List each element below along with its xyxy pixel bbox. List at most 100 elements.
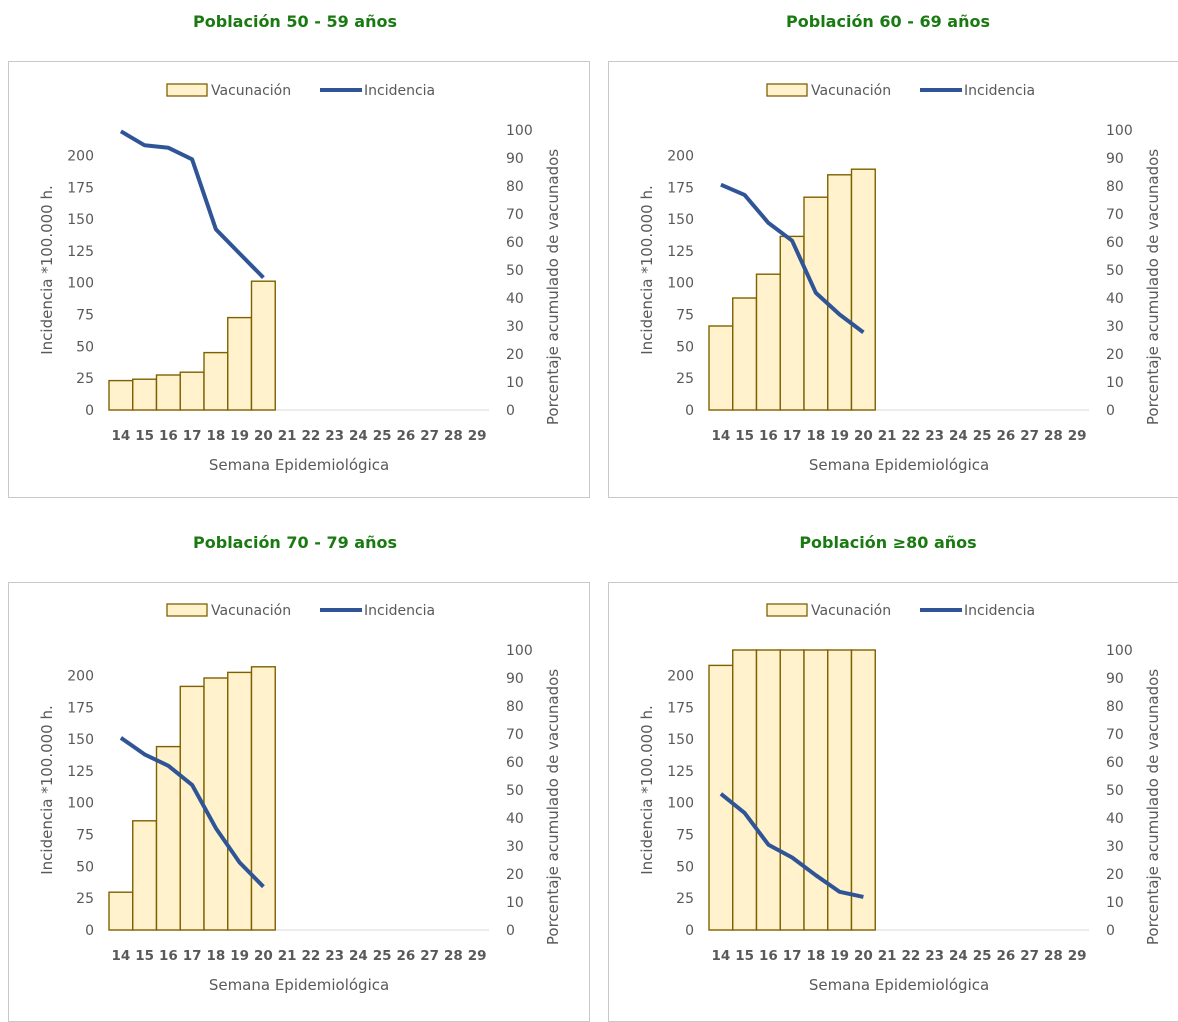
- x-tick-label: 26: [996, 948, 1015, 964]
- legend-line-label: Incidencia: [964, 603, 1035, 619]
- chart-panel-50-59: Población 50 - 59 años Vacunación Inciden…: [0, 0, 590, 500]
- y-tick-label: 100: [667, 796, 694, 812]
- line-incidencia: [119, 129, 265, 280]
- y-tick-label: 200: [667, 148, 694, 164]
- y2-tick-label: 100: [506, 123, 533, 139]
- x-tick-label: 26: [996, 428, 1015, 444]
- chart-svg: Vacunación Incidencia02550751001251501752…: [38, 603, 562, 994]
- x-tick-label: 19: [230, 948, 249, 964]
- y-tick-label: 0: [85, 923, 94, 939]
- y-tick-label: 125: [67, 764, 94, 780]
- x-tick-label: 17: [783, 428, 802, 444]
- bar-vacunacion: [732, 297, 758, 411]
- x-tick-label: 18: [206, 428, 225, 444]
- y-tick-label: 50: [76, 859, 94, 875]
- x-tick-label: 24: [349, 428, 368, 444]
- x-tick-label: 29: [1068, 428, 1087, 444]
- x-tick-label: 28: [1044, 428, 1063, 444]
- y2-tick-label: 10: [506, 375, 524, 391]
- x-tick-label: 20: [854, 948, 873, 964]
- y2-tick-label: 30: [1106, 839, 1124, 855]
- bar-vacunacion: [132, 820, 158, 931]
- y-axis-title: Incidencia *100.000 h.: [638, 185, 656, 355]
- y2-axis-title: Porcentaje acumulado de vacunados: [1144, 669, 1162, 945]
- y-tick-label: 175: [67, 700, 94, 716]
- y-tick-label: 0: [685, 923, 694, 939]
- line-incidencia: [119, 736, 265, 889]
- legend-bar-label: Vacunación: [811, 603, 891, 619]
- chart-frame: [8, 61, 590, 498]
- y2-tick-label: 0: [506, 923, 515, 939]
- y-tick-label: 75: [76, 308, 94, 324]
- x-tick-label: 21: [878, 948, 897, 964]
- x-tick-label: 15: [135, 428, 154, 444]
- bar-vacunacion: [250, 666, 276, 931]
- y2-tick-label: 60: [1106, 755, 1124, 771]
- legend-line-label: Incidencia: [964, 83, 1035, 99]
- y2-tick-label: 20: [506, 347, 524, 363]
- y-tick-label: 25: [76, 891, 94, 907]
- y2-tick-label: 100: [1106, 643, 1133, 659]
- chart-title: Población 70 - 79 años: [193, 533, 397, 552]
- x-tick-label: 25: [973, 428, 992, 444]
- bar-vacunacion: [203, 351, 229, 411]
- x-tick-label: 21: [278, 428, 297, 444]
- y2-tick-label: 80: [1106, 699, 1124, 715]
- x-tick-label: 18: [806, 948, 825, 964]
- x-tick-label: 26: [396, 948, 415, 964]
- x-tick-label: 19: [230, 428, 249, 444]
- x-tick-label: 22: [301, 428, 320, 444]
- x-tick-label: 27: [1020, 428, 1039, 444]
- bar-vacunacion: [132, 378, 158, 411]
- y-tick-label: 200: [667, 668, 694, 684]
- y-tick-label: 175: [667, 180, 694, 196]
- x-tick-label: 16: [159, 428, 178, 444]
- x-tick-label: 23: [925, 428, 944, 444]
- y2-tick-label: 80: [506, 699, 524, 715]
- y2-tick-label: 0: [1106, 923, 1115, 939]
- y2-tick-label: 10: [506, 895, 524, 911]
- y2-tick-label: 60: [1106, 235, 1124, 251]
- y-tick-label: 100: [67, 796, 94, 812]
- x-tick-label: 19: [830, 948, 849, 964]
- x-axis-title: Semana Epidemiológica: [809, 456, 989, 474]
- y-axis-title: Incidencia *100.000 h.: [38, 185, 56, 355]
- chart-svg: Vacunación Incidencia02550751001251501752…: [638, 83, 1162, 474]
- x-tick-label: 17: [183, 428, 202, 444]
- bar-vacunacion: [108, 891, 134, 931]
- x-tick-label: 16: [759, 428, 778, 444]
- bar-vacunacion: [250, 280, 276, 411]
- x-tick-label: 17: [183, 948, 202, 964]
- y2-tick-label: 20: [1106, 867, 1124, 883]
- chart-frame: [608, 61, 1178, 498]
- bar-vacunacion: [803, 196, 829, 411]
- y2-tick-label: 40: [1106, 291, 1124, 307]
- y-tick-label: 150: [67, 212, 94, 228]
- y2-tick-label: 50: [506, 263, 524, 279]
- x-tick-label: 15: [135, 948, 154, 964]
- y2-tick-label: 70: [1106, 207, 1124, 223]
- bar-vacunacion: [179, 685, 205, 931]
- x-tick-label: 29: [1068, 948, 1087, 964]
- line-incidencia: [720, 182, 865, 334]
- x-tick-label: 19: [830, 428, 849, 444]
- chart-panel-60-69: Población 60 - 69 años Vacunación Inciden…: [598, 0, 1178, 500]
- legend-bar-label: Vacunación: [811, 83, 891, 99]
- x-tick-label: 22: [301, 948, 320, 964]
- x-tick-label: 20: [254, 948, 273, 964]
- y-tick-label: 150: [667, 732, 694, 748]
- bar-vacunacion: [708, 664, 734, 931]
- y-axis-title: Incidencia *100.000 h.: [638, 705, 656, 875]
- y2-tick-label: 30: [506, 319, 524, 335]
- x-tick-label: 20: [254, 428, 273, 444]
- bar-vacunacion: [732, 649, 758, 931]
- y2-tick-label: 50: [1106, 263, 1124, 279]
- y2-tick-label: 100: [1106, 123, 1133, 139]
- x-tick-label: 21: [278, 948, 297, 964]
- y-tick-label: 100: [67, 276, 94, 292]
- x-tick-label: 23: [325, 948, 344, 964]
- bar-vacunacion: [850, 649, 876, 931]
- y2-tick-label: 80: [506, 179, 524, 195]
- x-tick-label: 20: [854, 428, 873, 444]
- y-tick-label: 25: [76, 371, 94, 387]
